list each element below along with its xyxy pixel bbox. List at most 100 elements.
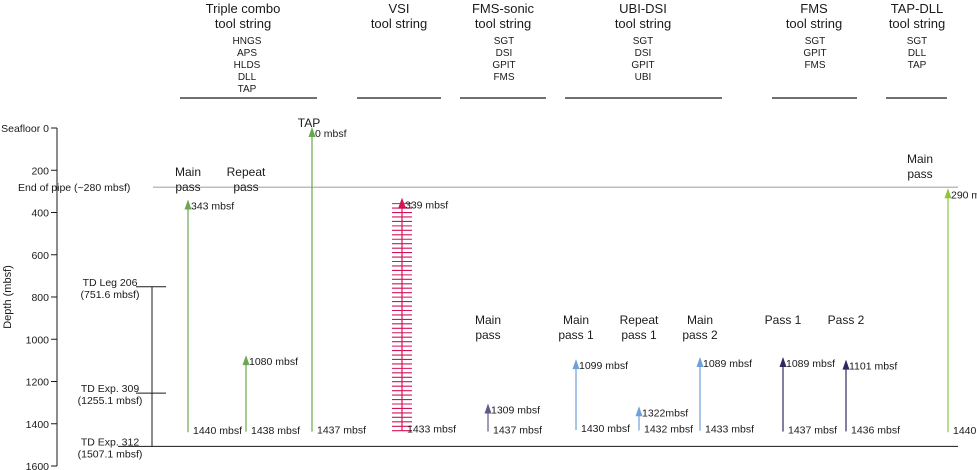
header-title: TAP-DLL xyxy=(891,1,944,16)
tool-name: GPIT xyxy=(803,48,826,59)
run-bottom-label: 1440 mbsf xyxy=(953,425,977,437)
pass-label: Repeat xyxy=(620,313,659,327)
pass-label: TAP xyxy=(298,116,320,130)
run-3: 339 mbsf 1433 mbsf xyxy=(405,200,456,436)
pass-label: Main xyxy=(687,313,713,327)
header-title: UBI-DSI xyxy=(619,1,667,16)
pass-label: Main xyxy=(563,313,589,327)
run-arrowhead xyxy=(944,188,952,199)
pass-label: Pass 1 xyxy=(765,313,802,327)
axis-tick-label: Seafloor 0 xyxy=(1,123,49,135)
tool-name: DSI xyxy=(635,48,652,59)
tool-name: HNGS xyxy=(233,36,262,47)
header-subtitle: tool string xyxy=(475,16,531,31)
axis-tick-label: 1000 xyxy=(26,334,50,346)
tool-name: APS xyxy=(237,48,257,59)
vsi-arrowhead xyxy=(398,197,406,209)
run-top-label: 339 mbsf xyxy=(405,200,448,212)
run-arrowhead xyxy=(242,355,250,366)
tool-name: TAP xyxy=(238,84,257,95)
tool-name: TAP xyxy=(908,60,927,71)
pass-label-line2: pass xyxy=(907,167,932,181)
pass-label: Pass 2 xyxy=(828,313,865,327)
tool-name: HLDS xyxy=(234,60,261,71)
run-arrowhead xyxy=(635,406,643,417)
tool-name: SGT xyxy=(633,36,654,47)
header-title: FMS-sonic xyxy=(472,1,535,16)
tool-name: FMS xyxy=(493,72,514,83)
tool-name: DSI xyxy=(496,48,513,59)
run-arrowhead xyxy=(779,357,787,368)
run-top-label: 0 mbsf xyxy=(315,128,347,140)
run-top-label: 343 mbsf xyxy=(191,200,234,212)
run-top-label: 1099 mbsf xyxy=(579,360,628,372)
pass-label: Repeat xyxy=(227,165,266,179)
td-label: TD Exp. 309 xyxy=(81,383,140,395)
run-top-label: 1089 mbsf xyxy=(786,358,835,370)
tool-name: DLL xyxy=(908,48,927,59)
axis-tick-label: 1400 xyxy=(26,419,50,431)
td-depth: (1255.1 mbsf) xyxy=(78,395,143,407)
run-bottom-label: 1437 mbsf xyxy=(493,425,542,437)
run-bottom-label: 1440 mbsf xyxy=(193,425,242,437)
axis-tick-label: 400 xyxy=(31,208,49,220)
run-arrowhead xyxy=(842,359,850,370)
header-subtitle: tool string xyxy=(215,16,271,31)
run-bottom-label: 1433 mbsf xyxy=(705,424,754,436)
tool-string-headers: Triple combo tool string HNGS APS HLDS D… xyxy=(180,1,947,99)
run-arrowhead xyxy=(696,357,704,368)
header-subtitle: tool string xyxy=(786,16,842,31)
header-subtitle: tool string xyxy=(615,16,671,31)
header-fms-sonic: FMS-sonic tool string SGT DSI GPIT FMS xyxy=(460,1,546,99)
header-title: VSI xyxy=(389,1,410,16)
pass-label-line2: pass xyxy=(475,328,500,342)
run-arrowhead xyxy=(308,127,316,137)
run-2: 0 mbsf 1437 mbsf TAP xyxy=(298,116,366,437)
end-of-pipe-label: End of pipe (~280 mbsf) xyxy=(18,182,130,194)
header-title: Triple combo xyxy=(206,1,281,16)
run-top-label: 1080 mbsf xyxy=(249,356,298,368)
header-triple-combo: Triple combo tool string HNGS APS HLDS D… xyxy=(180,1,317,99)
pass-label-line2: pass 1 xyxy=(558,328,594,342)
axis-tick-label: 200 xyxy=(31,165,49,177)
axis-tick-label: 1600 xyxy=(26,461,50,470)
tool-name: SGT xyxy=(805,36,826,47)
depth-axis: Depth (mbsf) Seafloor 0 200 400 600 800 1000 1… xyxy=(1,123,58,470)
run-bottom-label: 1437 mbsf xyxy=(317,425,366,437)
pass-label-line2: pass 1 xyxy=(621,328,657,342)
tool-name: GPIT xyxy=(492,60,515,71)
td-depth: (1507.1 mbsf) xyxy=(78,448,143,460)
pass-label-line2: pass 2 xyxy=(682,328,718,342)
axis-title: Depth (mbsf) xyxy=(2,265,14,329)
td-label: TD Leg 206 xyxy=(83,277,138,289)
pass-label-line2: pass xyxy=(175,180,200,194)
pass-label: Main xyxy=(175,165,201,179)
td-label: TD Exp. 312 xyxy=(81,436,140,448)
tool-name: FMS xyxy=(804,60,825,71)
run-bottom-label: 1438 mbsf xyxy=(251,425,300,437)
header-ubi-dsi: UBI-DSI tool string SGT DSI GPIT UBI xyxy=(565,1,722,99)
header-fms: FMS tool string SGT GPIT FMS xyxy=(772,1,857,99)
axis-tick-label: 800 xyxy=(31,292,49,304)
pass-label: Main xyxy=(907,152,933,166)
run-top-label: 290 mbsf xyxy=(951,189,977,201)
tool-name: DLL xyxy=(238,72,257,83)
pass-label: Main xyxy=(475,313,501,327)
run-arrowhead xyxy=(184,199,192,210)
header-subtitle: tool string xyxy=(889,16,945,31)
tool-name: GPIT xyxy=(631,60,654,71)
run-top-label: 1089 mbsf xyxy=(703,358,752,370)
td-depth: (751.6 mbsf) xyxy=(81,289,140,301)
vsi-station-ladder xyxy=(392,197,412,432)
axis-tick-label: 1200 xyxy=(26,377,50,389)
run-top-label: 1309 mbsf xyxy=(491,405,540,417)
run-bottom-label: 1432 mbsf xyxy=(644,424,693,436)
